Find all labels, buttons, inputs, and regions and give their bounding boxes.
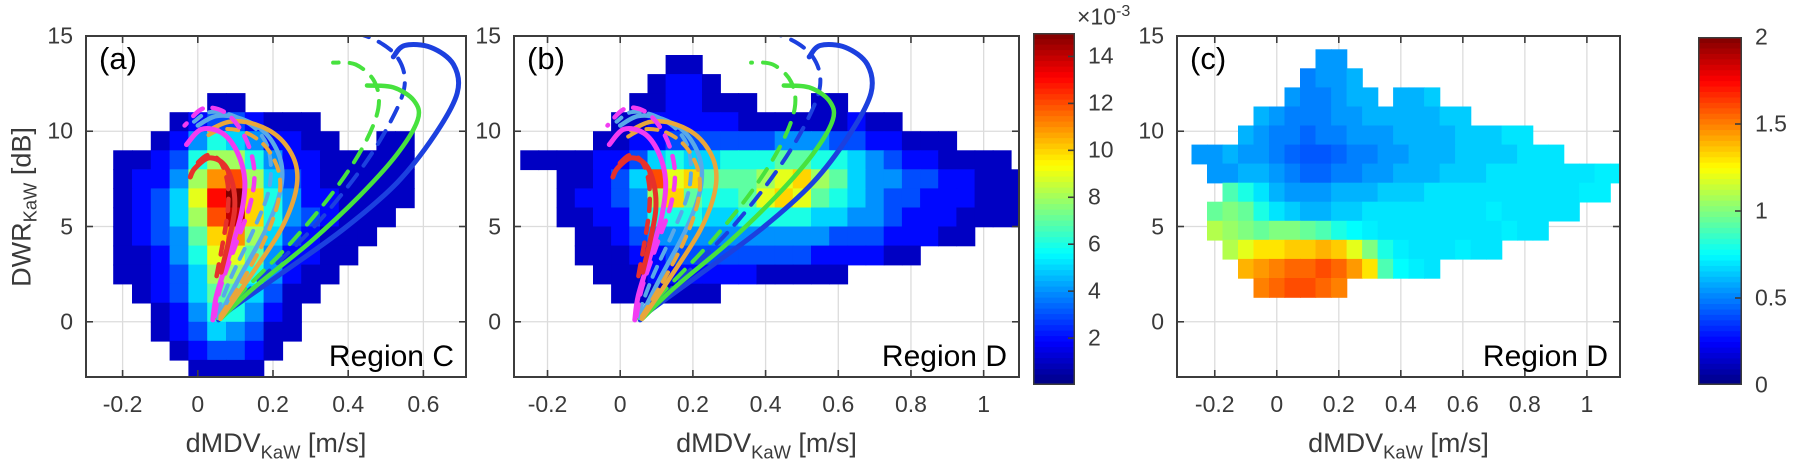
zdr-colorbar-tick-label: 1.5 [1755, 110, 1787, 137]
orange-dashed-curve [625, 127, 702, 319]
magenta-dashed-curve [182, 105, 257, 319]
magenta-solid-curve [184, 126, 248, 323]
panel-b-plot [513, 35, 1020, 378]
panel-b-letter: (b) [527, 41, 565, 76]
hist-colorbar-tick-label: 10 [1088, 136, 1114, 163]
panel-c-border [1176, 35, 1621, 378]
panel-a-region-label: Region C [328, 340, 454, 373]
panel-b: (b) Region D [513, 35, 1020, 378]
label-subscript: KaW [1383, 441, 1423, 463]
blue-dashed-curve [640, 35, 823, 319]
panel-a-plot [85, 35, 467, 378]
hist-colorbar-tick-label: 8 [1088, 183, 1101, 210]
panel-a-model-curves [182, 35, 462, 323]
hist-colorbar-tick-label: 2 [1088, 324, 1101, 351]
panel-c-xtick-label: 1 [1580, 391, 1594, 417]
panel-b-border [513, 35, 1020, 378]
label-subscript: KaW [19, 182, 41, 222]
axis-ticks [513, 35, 1020, 378]
panel-a-ytick-label: 10 [47, 117, 73, 144]
panel-b-xtick-label: 0 [613, 391, 627, 417]
blue-dashed-curve [218, 35, 407, 319]
panel-b-ytick-label: 15 [475, 22, 501, 49]
panel-a: (a) Region C [85, 35, 467, 378]
label-subscript: KaW [260, 441, 301, 463]
panel-a-xaxis-label: dMDVKaW [m/s] [185, 428, 367, 463]
magenta-solid-curve [606, 126, 669, 323]
red-dashed-curve [193, 152, 231, 279]
hist-colorbar-tick-label: 12 [1088, 89, 1114, 116]
panel-b-ytick-label: 10 [475, 117, 501, 144]
panel-c-heatmap [1191, 49, 1621, 298]
hist-colorbar-title: ×10-3 [1077, 2, 1131, 30]
zdr-colorbar-gradient [1698, 36, 1742, 386]
orange-dashed-curve [203, 127, 283, 319]
panel-a-xtick-label: -0.2 [102, 391, 143, 417]
hist-colorbar-tick-label: 6 [1088, 230, 1101, 257]
panel-c-xtick-label: -0.2 [1194, 391, 1235, 417]
zdr-colorbar-tick-label: 0.5 [1755, 284, 1787, 311]
red-solid-curve [610, 155, 659, 275]
panel-b-xaxis-label: dMDVKaW [m/s] [676, 428, 857, 463]
panel-b-heatmap [520, 55, 1020, 304]
hist-colorbar-gradient [1033, 33, 1075, 386]
panel-c-xaxis-label: dMDVKaW [m/s] [1308, 428, 1489, 463]
hist-colorbar-tick-label: 14 [1088, 42, 1114, 69]
panel-c-xtick-label: 0.2 [1322, 391, 1355, 417]
red-solid-curve [187, 155, 238, 275]
zdr-colorbar [1698, 36, 1742, 386]
panel-c-plot [1176, 35, 1621, 378]
blue-solid-curve [216, 42, 462, 323]
panel-a-xtick-label: 0.6 [407, 391, 440, 417]
panel-a-letter: (a) [99, 41, 137, 76]
panel-c-xtick-label: 0.4 [1384, 391, 1417, 417]
panel-c-ytick-label: 15 [1138, 22, 1164, 49]
panel-a-xtick-label: 0.2 [256, 391, 289, 417]
panel-a-ytick-label: 5 [60, 213, 73, 239]
panel-c-ytick-label: 0 [1151, 308, 1164, 335]
panel-a-border [85, 35, 467, 378]
green-solid-curve [639, 83, 837, 322]
zdr-colorbar-tick-label: 2 [1755, 23, 1768, 50]
cornflower-solid-curve [195, 113, 285, 321]
panel-b-xtick-label: 1 [977, 391, 991, 417]
panel-a-xtick-label: 0.4 [332, 391, 365, 417]
panel-b-region-label: Region D [881, 340, 1007, 373]
panel-a-ytick-label: 0 [60, 308, 73, 335]
zdr-colorbar-tick-label: 1 [1755, 197, 1768, 224]
blue-solid-curve [637, 42, 875, 323]
panel-b-xtick-label: 0.2 [676, 391, 709, 417]
panel-b-xtick-label: 0.4 [749, 391, 782, 417]
panel-c-xtick-label: 0 [1270, 391, 1284, 417]
panel-c-xtick-label: 0.6 [1446, 391, 1479, 417]
cornflower-solid-curve [617, 113, 705, 321]
panel-b-xtick-label: 0.6 [822, 391, 855, 417]
panel-c-ytick-label: 10 [1138, 117, 1164, 144]
panel-c-ytick-label: 5 [1151, 213, 1164, 239]
colorbar-title-exponent: -3 [1116, 2, 1131, 20]
green-dashed-curve [214, 60, 381, 320]
panel-b-ytick-label: 5 [488, 213, 501, 239]
panel-a-xtick-label: 0 [191, 391, 205, 417]
hist-colorbar-tick-label: 4 [1088, 277, 1101, 304]
panel-b-model-curves [605, 35, 875, 323]
label-subscript: KaW [751, 441, 791, 463]
panel-b-xtick-label: 0.8 [894, 391, 927, 417]
panel-c-letter: (c) [1190, 41, 1227, 76]
green-solid-curve [218, 83, 422, 322]
zdr-colorbar-tick-label: 0 [1755, 371, 1768, 398]
magenta-dashed-curve [605, 105, 678, 319]
occurrence-colorbar [1033, 33, 1075, 386]
panel-c-region-label: Region D [1482, 340, 1608, 373]
panel-b-ytick-label: 0 [488, 308, 501, 335]
red-dashed-curve [616, 152, 653, 279]
panel-b-xtick-label: -0.2 [527, 391, 568, 417]
panel-c: (c) Region D [1176, 35, 1621, 378]
green-dashed-curve [636, 60, 798, 320]
panel-a-yaxis-label: DWRKaW [dB] [6, 126, 41, 287]
panel-c-xtick-label: 0.8 [1508, 391, 1541, 417]
panel-a-ytick-label: 15 [47, 22, 73, 49]
